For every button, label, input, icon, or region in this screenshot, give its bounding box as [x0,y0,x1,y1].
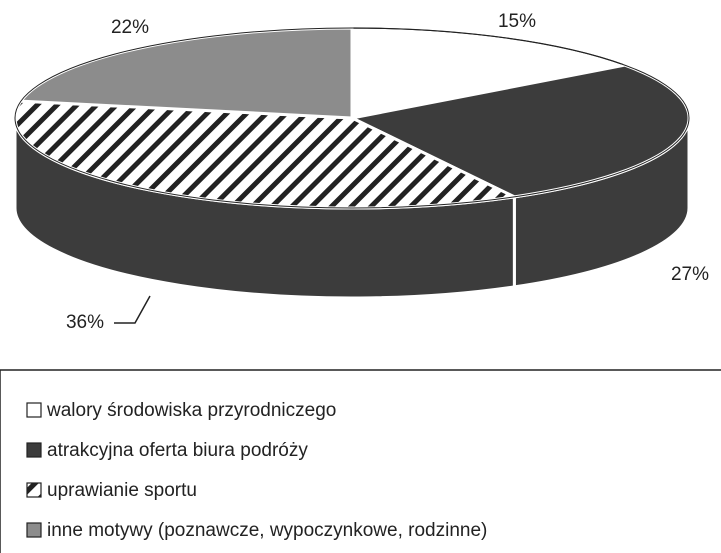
legend-frame [0,369,721,553]
data-label: 27% [671,264,709,285]
legend-label: walory środowiska przyrodniczego [46,400,336,421]
pie: 15% 27% 36% 22% [13,11,709,333]
legend-swatch [26,402,42,418]
legend: walory środowiska przyrodniczego atrakcyj… [26,400,487,541]
pie-outline [14,27,690,209]
data-label: 36% [66,312,104,333]
leader-line [114,295,151,324]
legend-label: atrakcyjna oferta biura podróży [47,440,308,461]
data-label: 15% [498,11,536,32]
legend-swatch [26,482,42,498]
pie-slice [18,26,354,120]
legend-swatch [26,522,42,538]
data-label: 22% [111,17,149,38]
legend-label: inne motywy (poznawcze, wypoczynkowe, ro… [47,520,487,541]
legend-swatch [26,442,42,458]
legend-label: uprawianie sportu [47,480,197,501]
